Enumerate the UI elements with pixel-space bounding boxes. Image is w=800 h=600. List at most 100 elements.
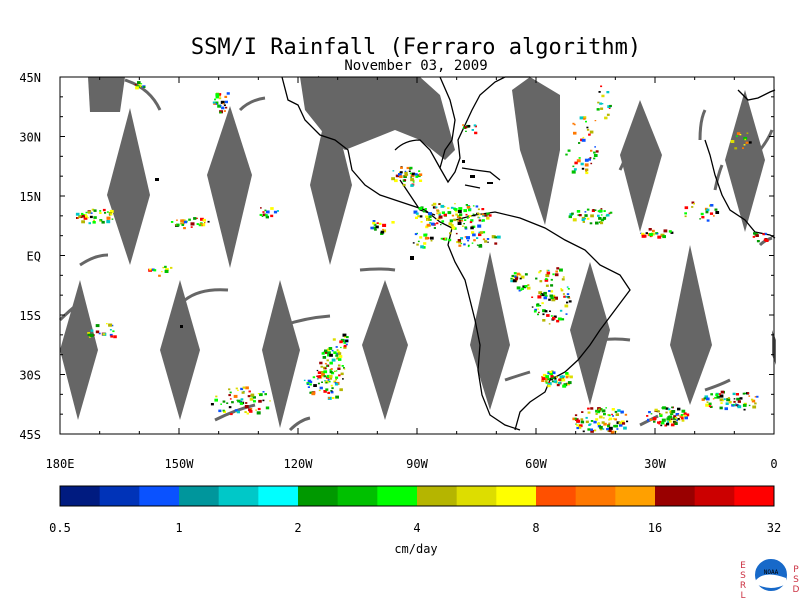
rain-pixel [307,379,312,383]
rain-pixel [730,140,735,143]
rain-pixel [325,388,329,391]
rain-pixel [560,289,564,292]
rain-pixel [106,216,111,220]
rain-pixel [261,215,264,217]
rain-pixel [412,181,415,183]
rain-pixel [222,400,226,403]
rain-pixel [329,369,332,371]
rain-pixel [575,418,579,421]
rain-pixel [331,349,334,352]
rain-pixel [214,98,217,101]
rain-pixel [419,236,423,239]
rain-pixel [582,136,585,139]
rain-pixel [576,210,581,213]
rain-pixel [555,376,558,378]
rain-pixel [221,106,225,110]
rain-pixel [437,212,440,215]
rain-pixel [215,93,220,97]
rain-pixel [417,240,420,243]
swath-gaps [60,75,776,428]
rain-pixel [564,304,569,308]
logo-right-letters: PSD [793,565,800,595]
rain-pixel [316,378,319,380]
rain-pixel [583,117,586,120]
rain-pixel [660,421,665,425]
rain-pixel [608,212,611,215]
rain-pixel [651,232,655,236]
rain-pixel [578,142,581,144]
rain-pixel [597,422,601,426]
rain-pixel [331,387,334,390]
rain-pixel [747,392,750,394]
rain-pixel [600,107,604,110]
rain-pixel [516,272,520,276]
rain-pixel [475,205,479,208]
rain-pixel [467,239,470,242]
rain-pixel [471,242,474,244]
rain-pixel [719,394,724,398]
swath-gap [262,280,300,428]
colorbar-tick-label: 16 [648,521,662,535]
rain-pixel [624,413,628,416]
rain-pixel [705,403,710,407]
rain-pixel [451,214,455,217]
rain-pixel [754,402,757,405]
rain-pixel [109,209,114,213]
rain-pixel [443,213,447,217]
rain-pixel [556,267,560,270]
rain-pixel [565,372,569,375]
rain-pixel [182,222,185,225]
rain-pixel [586,128,590,131]
rain-pixel [667,408,671,411]
rain-pixel [200,224,203,226]
rain-pixel [111,218,114,220]
rain-pixel [335,346,338,348]
rain-pixel [90,212,93,214]
rain-pixel [95,330,100,334]
rain-pixel [273,210,278,214]
rain-pixel [548,290,551,292]
rain-pixel [510,280,513,283]
rain-pixel [744,392,747,395]
rain-pixel [512,277,515,279]
rain-pixel [593,154,598,157]
rain-pixel [164,265,167,268]
rain-pixel [109,329,112,331]
rain-pixel [549,310,551,312]
rain-pixel [140,85,143,87]
rain-pixel [327,391,330,394]
rain-pixel [720,390,725,394]
coastline-caribbean-islands [464,184,481,189]
rain-pixel [465,130,467,132]
rain-pixel [589,222,593,225]
rain-pixel [641,234,646,238]
rain-pixel [306,382,310,385]
rain-pixel [531,306,534,308]
rain-pixel [338,374,341,377]
rain-pixel [414,233,418,236]
rain-pixel [441,220,445,223]
rain-pixel [706,401,709,403]
rain-pixel [399,175,403,178]
rain-pixel [704,395,709,399]
rain-pixel [559,309,563,312]
rain-pixel [260,207,262,209]
rain-pixel [80,216,83,218]
rain-pixel [382,223,387,227]
rain-pixel [609,211,613,214]
colorbar-swatch [298,486,339,506]
rain-pixel [265,210,270,214]
rain-pixel [546,271,551,275]
rain-pixel [420,245,424,249]
rain-pixel [733,398,736,400]
rain-pixel [664,424,668,427]
rain-pixel [585,171,589,175]
rain-pixel [89,333,94,337]
rain-pixel [541,377,546,380]
rain-pixel [543,291,547,295]
rain-pixel [143,86,146,88]
swath-gap [60,280,98,420]
rain-pixel [580,418,584,421]
rain-pixel [685,413,690,417]
